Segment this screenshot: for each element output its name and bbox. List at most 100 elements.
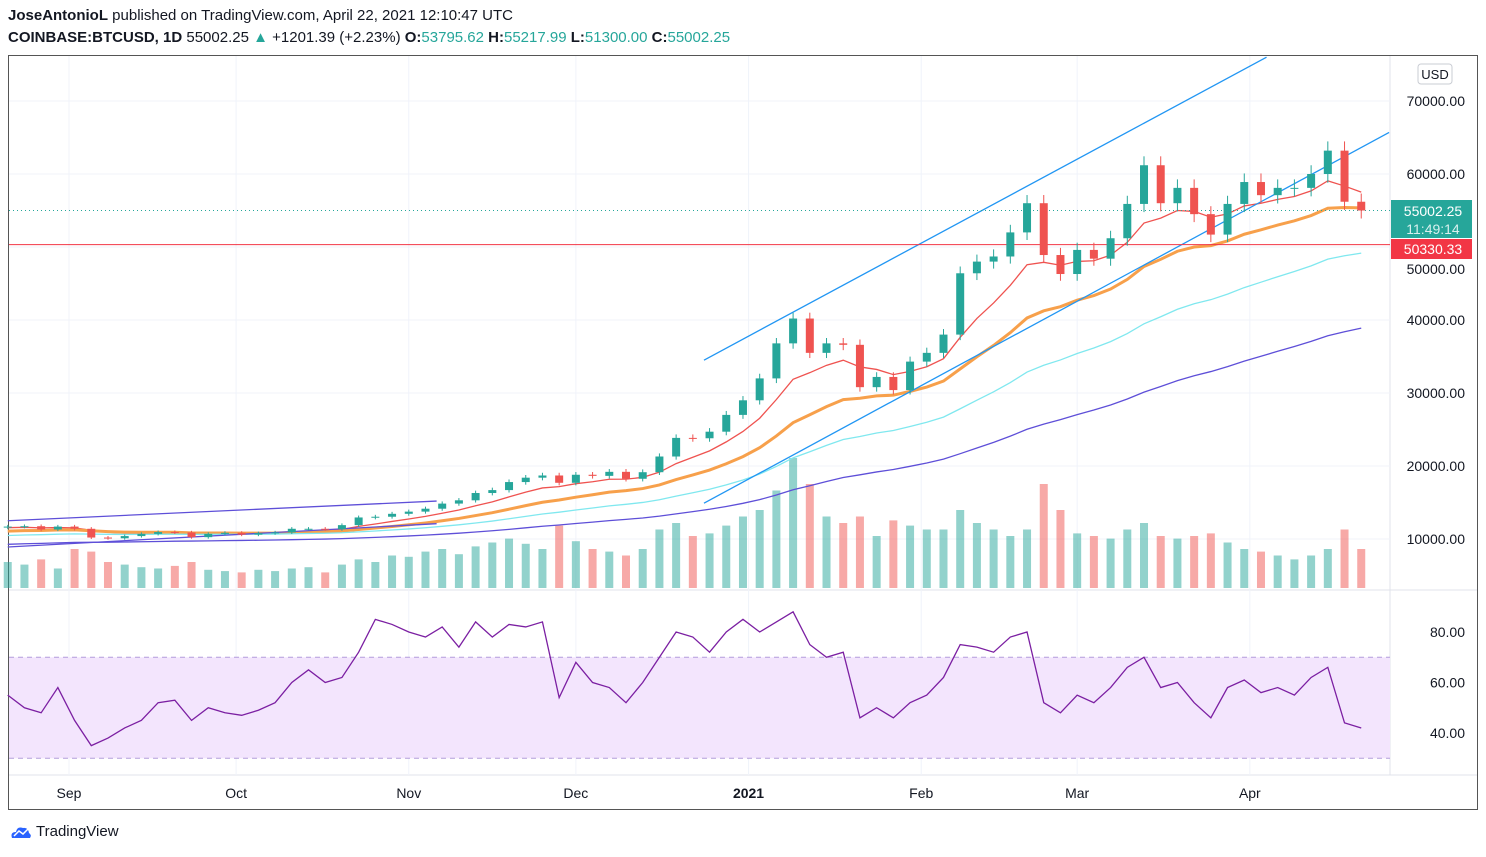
- volume-bar: [605, 551, 614, 588]
- candle-body: [672, 437, 681, 457]
- candle-body: [471, 493, 480, 501]
- candle-body: [622, 471, 630, 479]
- candle-body: [889, 376, 898, 391]
- candle-body: [555, 475, 564, 483]
- volume-bar: [722, 525, 731, 588]
- volume-bar: [488, 542, 497, 588]
- volume-bar: [1156, 536, 1165, 588]
- volume-bar: [337, 564, 346, 588]
- volume-bar: [1307, 555, 1316, 588]
- candle-body: [989, 256, 998, 262]
- author[interactable]: JoseAntonioL: [8, 7, 108, 24]
- price-tick-label: 60000.00: [1407, 166, 1466, 182]
- rsi-line: [7, 610, 1362, 747]
- bar-countdown: 11:49:14: [1406, 221, 1460, 237]
- candle-body: [1290, 187, 1299, 189]
- candle-body: [287, 528, 296, 533]
- candle-body: [939, 334, 948, 353]
- candle-body: [1156, 165, 1165, 204]
- high-label: H:: [488, 29, 504, 46]
- volume-bar: [688, 536, 697, 588]
- volume-bar: [989, 529, 998, 588]
- price-tick-label: 10000.00: [1407, 531, 1466, 547]
- time-tick-label: 2021: [733, 785, 764, 801]
- volume-bar: [287, 568, 296, 588]
- volume-bar: [889, 520, 898, 588]
- price-tick-label: 40000.00: [1407, 312, 1466, 328]
- change: +1201.39 (+2.23%): [272, 29, 401, 46]
- candle-body: [972, 261, 981, 274]
- volume-bar: [822, 516, 831, 588]
- volume-bar: [521, 543, 530, 588]
- candle-body: [321, 528, 330, 530]
- volume-bar: [471, 546, 480, 588]
- volume-bar: [304, 567, 313, 588]
- candle-body: [1223, 203, 1232, 235]
- volume-bar: [220, 571, 229, 588]
- symbol[interactable]: COINBASE:BTCUSD, 1D: [8, 29, 183, 46]
- volume-bar: [237, 572, 246, 588]
- volume-bar: [20, 564, 29, 588]
- candle-body: [505, 482, 514, 491]
- volume-bar: [772, 490, 781, 588]
- trend-line: [7, 500, 437, 522]
- moving-average-100: [7, 252, 1362, 537]
- candle-body: [271, 532, 280, 534]
- volume-bar: [906, 525, 915, 588]
- volume-bar: [321, 572, 330, 588]
- currency-label: USD: [1421, 67, 1448, 82]
- moving-average-200: [7, 327, 1362, 545]
- candle-body: [638, 472, 647, 479]
- candle-body: [53, 526, 62, 530]
- volume-bar: [1256, 551, 1265, 588]
- currency-button[interactable]: [1417, 63, 1453, 85]
- level-tag: [1391, 239, 1472, 259]
- volume-bar: [1106, 538, 1115, 588]
- volume-bar: [505, 538, 514, 588]
- candle-body: [1190, 187, 1199, 215]
- volume-bar: [705, 533, 714, 588]
- candle-body: [822, 343, 831, 353]
- volume-bar: [37, 559, 46, 588]
- trend-line: [7, 523, 437, 548]
- tradingview-logo[interactable]: TradingView: [10, 823, 119, 840]
- volume-bar: [738, 516, 747, 588]
- candle-body: [337, 525, 346, 530]
- high-value: 55217.99: [504, 29, 567, 46]
- candle-body: [1256, 182, 1265, 196]
- candle-body: [571, 474, 580, 483]
- volume-bar: [421, 551, 430, 588]
- time-tick-label: Mar: [1065, 785, 1089, 801]
- candle-body: [20, 526, 29, 528]
- volume-bar: [1290, 559, 1299, 588]
- volume-bar: [438, 549, 447, 588]
- volume-bar: [1006, 536, 1015, 588]
- volume-bar: [555, 525, 564, 588]
- candle-body: [588, 474, 597, 476]
- time-tick-label: Oct: [225, 785, 247, 801]
- candle-body: [120, 536, 129, 539]
- volume-bar: [922, 529, 931, 588]
- volume-bar: [254, 569, 263, 588]
- candle-body: [521, 477, 530, 483]
- candle-body: [906, 361, 915, 391]
- volume-bar: [1089, 536, 1098, 588]
- candle-body: [488, 490, 497, 494]
- price-tick-label: 70000.00: [1407, 93, 1466, 109]
- open-value: 53795.62: [421, 29, 484, 46]
- candle-body: [855, 344, 864, 388]
- moving-average-21: [7, 180, 1362, 535]
- volume-bar: [638, 549, 647, 588]
- candle-body: [805, 318, 814, 353]
- candle-body: [605, 471, 614, 476]
- candle-body: [421, 508, 430, 512]
- candle-body: [371, 516, 380, 518]
- price-tick-label: 30000.00: [1407, 385, 1466, 401]
- level-tag-value: 50330.33: [1404, 241, 1463, 257]
- candle-body: [1273, 187, 1282, 196]
- volume-bar: [388, 555, 397, 588]
- rsi-band: [9, 657, 1390, 759]
- volume-bar: [204, 569, 213, 588]
- volume-bar: [1073, 533, 1082, 588]
